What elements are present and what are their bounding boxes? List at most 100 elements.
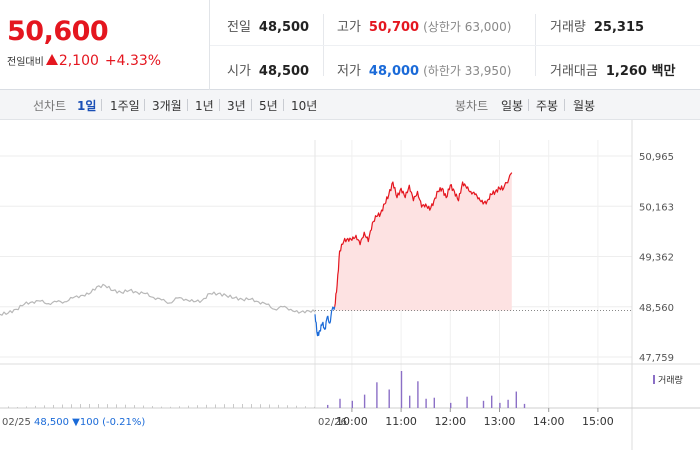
volume-bar: [507, 399, 509, 408]
volume-bar: [376, 382, 378, 408]
open-value: 48,500: [258, 64, 310, 79]
volume-bar: [80, 404, 81, 408]
volume-bar: [327, 404, 329, 408]
high-value: 50,700: [368, 20, 420, 35]
volume-bar: [351, 400, 353, 408]
range-1y-tab[interactable]: 1년: [195, 99, 214, 113]
monthly-candle-tab[interactable]: 월봉: [573, 99, 596, 113]
volume-bar: [161, 406, 162, 408]
prev-close-label: 전일: [227, 20, 251, 35]
candle-chart-label: 봉차트: [455, 99, 489, 113]
price-box: 50,600 전일대비 2,100 +4.33%: [0, 0, 210, 90]
chart-svg: 50,965 50,163 49,362 48,560 47,759 거래량 02/25 48…: [0, 120, 700, 450]
volume-bar: [89, 404, 90, 408]
volume-bar: [433, 397, 435, 408]
today-date: 02/26: [318, 417, 347, 428]
volume-bar: [62, 404, 63, 408]
divider: [564, 99, 565, 111]
volume-bar: [388, 389, 390, 408]
divider: [219, 99, 220, 111]
change-row: 전일대비 2,100 +4.33%: [7, 53, 161, 69]
volume-bar: [179, 406, 180, 408]
volume-bar: [143, 405, 144, 408]
volume-bar: [251, 404, 252, 408]
volume-legend-swatch: [653, 375, 655, 384]
y-tick-label: 49,362: [639, 253, 674, 264]
range-1w-tab[interactable]: 1주일: [110, 99, 140, 113]
volume-legend-label: 거래량: [658, 374, 683, 386]
volume-bar: [499, 402, 501, 408]
volume-bar: [425, 398, 427, 408]
x-tick-label: 14:00: [533, 415, 565, 428]
prev-close-value: 48,500: [258, 20, 310, 35]
volume-bar: [233, 404, 234, 408]
y-tick-label: 50,965: [639, 152, 674, 163]
change-percent: +4.33%: [104, 53, 162, 69]
price-chart: 50,965 50,163 49,362 48,560 47,759 거래량 02/25 48…: [0, 120, 700, 450]
volume-bar: [409, 395, 411, 408]
low-value: 48,000: [368, 64, 420, 79]
weekly-candle-tab[interactable]: 주봉: [536, 99, 559, 113]
y-tick-label: 47,759: [639, 353, 674, 364]
volume-bar: [515, 391, 517, 408]
chart-toolbar: 선차트 1일 1주일 3개월 1년 3년 5년 10년 봉차트 일봉 주봉 월봉: [0, 90, 700, 120]
volume-bar: [35, 405, 36, 408]
volume-bar: [17, 406, 18, 408]
divider: [528, 99, 529, 111]
range-10y-tab[interactable]: 10년: [291, 99, 318, 113]
volume-bar: [260, 404, 261, 408]
volume-bar: [482, 400, 485, 408]
range-3y-tab[interactable]: 3년: [227, 99, 246, 113]
y-tick-label: 50,163: [639, 202, 674, 213]
volume-bar: [116, 404, 117, 408]
high-row: 고가 50,700 (상한가 63,000): [337, 16, 511, 35]
volume-bar: [363, 394, 366, 408]
volume-bar: [188, 405, 189, 408]
range-5y-tab[interactable]: 5년: [259, 99, 278, 113]
volume-row: 거래량 25,315: [550, 16, 644, 35]
trade-value: 1,260 백만: [605, 64, 676, 79]
volume-bar: [305, 406, 306, 408]
x-tick-label: 12:00: [434, 415, 466, 428]
volume-bar: [314, 406, 315, 408]
volume-bar: [466, 396, 468, 408]
volume-bar: [269, 404, 270, 408]
volume-bar: [53, 404, 54, 408]
volume-bar: [44, 405, 45, 408]
volume-label: 거래량: [550, 20, 586, 35]
high-label: 고가: [337, 20, 361, 35]
lower-limit: (하한가 33,950): [423, 64, 512, 78]
volume-bar: [170, 406, 171, 408]
current-price: 50,600: [7, 16, 109, 47]
volume-bar: [197, 405, 198, 408]
volume-bar: [26, 406, 27, 408]
low-label: 저가: [337, 64, 361, 79]
trade-value-row: 거래대금 1,260 백만: [550, 60, 675, 79]
volume-value: 25,315: [593, 20, 645, 35]
prev-day-line: [0, 283, 316, 316]
prev-day-info: 48,500 ▼100 (-0.21%): [34, 417, 145, 428]
change-amount: 2,100: [58, 53, 99, 69]
range-3m-tab[interactable]: 3개월: [152, 99, 182, 113]
prev-close-row: 전일 48,500: [227, 16, 309, 35]
volume-bar: [206, 404, 207, 408]
divider: [283, 99, 284, 111]
volume-bar: [278, 404, 279, 408]
volume-bar: [215, 404, 216, 408]
volume-bar: [450, 402, 452, 408]
volume-bar: [98, 404, 99, 408]
x-tick-label: 13:00: [484, 415, 516, 428]
divider: [101, 99, 102, 111]
open-label: 시가: [227, 64, 251, 79]
volume-bar: [417, 381, 419, 408]
today-down-line: [314, 306, 336, 337]
daily-candle-tab[interactable]: 일봉: [501, 99, 524, 113]
x-tick-label: 15:00: [582, 415, 614, 428]
y-tick-label: 48,560: [639, 303, 674, 314]
volume-bar: [339, 398, 341, 408]
range-1d-tab[interactable]: 1일: [77, 99, 97, 113]
prev-day-date: 02/25: [2, 417, 31, 428]
volume-bar: [400, 371, 403, 408]
divider: [187, 99, 188, 111]
line-chart-label: 선차트: [33, 99, 67, 113]
